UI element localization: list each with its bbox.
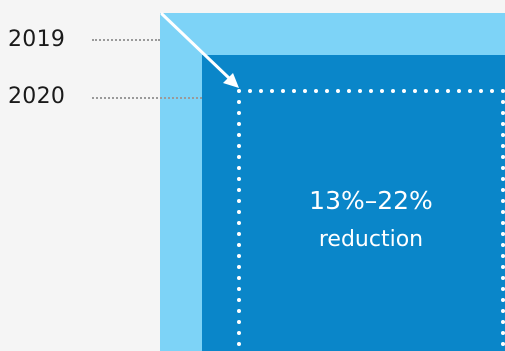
leader-line-2019 [92, 39, 160, 41]
reduction-dotted-frame [237, 89, 505, 351]
reduction-caption: reduction [318, 227, 424, 252]
year-label-2020: 2020 [8, 84, 66, 109]
box-2020 [202, 55, 505, 351]
year-label-2019: 2019 [8, 27, 66, 52]
reduction-value: 13%–22% [309, 186, 433, 215]
leader-line-2020 [92, 97, 202, 99]
